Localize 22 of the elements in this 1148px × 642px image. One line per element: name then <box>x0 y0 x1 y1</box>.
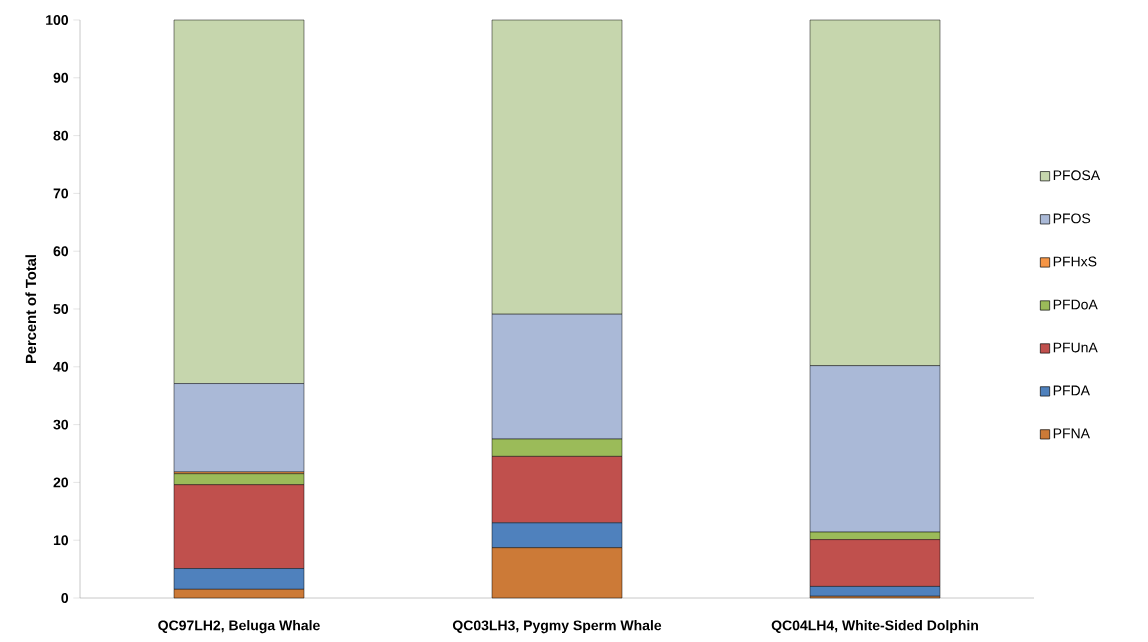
y-tick-label: 80 <box>53 130 69 141</box>
y-tick-label: 40 <box>53 361 69 372</box>
y-axis-title: Percent of Total <box>25 255 37 363</box>
y-tick-label: 100 <box>46 15 69 25</box>
legend-label: PFDoA <box>1053 299 1098 310</box>
y-tick-label: 60 <box>53 246 69 257</box>
x-tick-label: QC03LH3, Pygmy Sperm Whale <box>452 620 662 634</box>
x-tick-label: QC04LH4, White-Sided Dolphin <box>771 620 978 634</box>
y-tick-label: 50 <box>53 304 69 314</box>
legend-label: PFDA <box>1053 385 1090 396</box>
legend-label: PFOS <box>1053 213 1091 224</box>
y-tick-label: 90 <box>53 72 69 83</box>
x-tick-label: QC97LH2, Beluga Whale <box>158 620 320 634</box>
y-tick-label: 0 <box>61 593 69 603</box>
y-tick-label: 30 <box>53 419 69 430</box>
legend-label: PFNA <box>1053 428 1090 439</box>
y-tick-label: 70 <box>53 188 69 199</box>
y-tick-label: 10 <box>53 535 69 546</box>
legend-label: PFHxS <box>1053 256 1097 267</box>
legend-label: PFOSA <box>1053 170 1101 181</box>
y-tick-label: 20 <box>53 477 69 488</box>
legend-label: PFUnA <box>1053 342 1098 353</box>
